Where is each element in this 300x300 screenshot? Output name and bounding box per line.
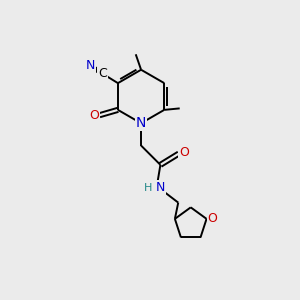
Text: N: N — [85, 59, 95, 72]
Text: O: O — [89, 109, 99, 122]
Text: O: O — [208, 212, 218, 225]
Text: N: N — [136, 116, 146, 130]
Text: H: H — [144, 183, 153, 193]
Text: C: C — [98, 67, 107, 80]
Text: N: N — [156, 181, 165, 194]
Text: O: O — [179, 146, 189, 159]
